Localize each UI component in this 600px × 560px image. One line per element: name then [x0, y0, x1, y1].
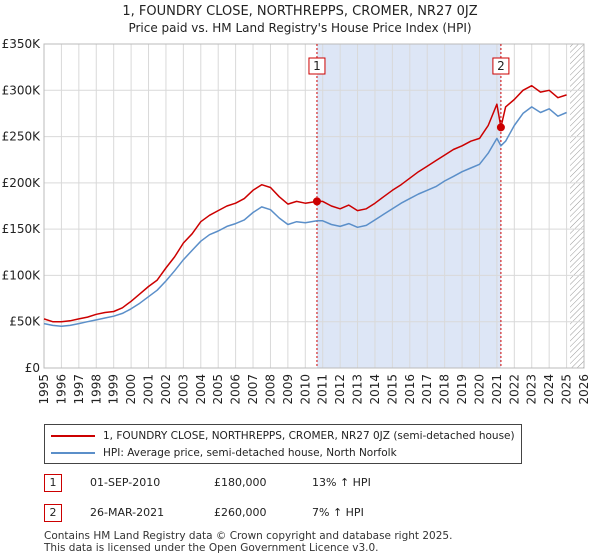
shaded-period [316, 44, 501, 368]
x-tick-label: 2026 [577, 374, 591, 405]
sale-price: £180,000 [214, 476, 267, 489]
y-tick-label: £250K [2, 130, 42, 144]
footer: Contains HM Land Registry data © Crown c… [44, 530, 452, 554]
x-tick-label: 2011 [316, 374, 330, 405]
sale-number: 1 [44, 474, 62, 492]
y-tick-label: £200K [2, 176, 42, 190]
sale-point [312, 197, 321, 206]
x-tick-label: 2002 [159, 374, 173, 405]
footer-line-2: This data is licensed under the Open Gov… [44, 542, 379, 554]
y-tick-label: £100K [2, 268, 42, 282]
x-tick-label: 2009 [281, 374, 295, 405]
sale-hpi-diff: 7% ↑ HPI [312, 506, 364, 519]
sale-label-box [308, 57, 326, 75]
x-tick-label: 2018 [438, 374, 452, 405]
x-tick-label: 2017 [420, 374, 434, 405]
legend-label-property: 1, FOUNDRY CLOSE, NORTHREPPS, CROMER, NR… [103, 430, 515, 442]
sale-row: 2 26-MAR-2021 £260,000 7% ↑ HPI [44, 504, 584, 524]
y-tick-label: £0 [25, 361, 40, 375]
sale-label-number: 2 [497, 59, 505, 73]
y-tick-label: £350K [2, 37, 42, 51]
x-tick-label: 2012 [333, 374, 347, 405]
sale-row: 1 01-SEP-2010 £180,000 13% ↑ HPI [44, 474, 584, 494]
x-tick-label: 2010 [298, 374, 312, 405]
future-hatch [570, 44, 584, 368]
sale-date: 01-SEP-2010 [90, 476, 161, 489]
x-tick-label: 1995 [37, 374, 51, 405]
sale-label-number: 1 [313, 59, 321, 73]
x-tick-label: 1997 [72, 374, 86, 405]
x-tick-label: 2001 [142, 374, 156, 405]
y-tick-label: £50K [9, 315, 41, 329]
series-line-property [43, 84, 567, 323]
legend-item-property: 1, FOUNDRY CLOSE, NORTHREPPS, CROMER, NR… [51, 428, 515, 444]
x-tick-label: 2014 [368, 374, 382, 405]
plot-background [44, 44, 584, 368]
x-tick-label: 2000 [124, 374, 138, 405]
chart-title: 1, FOUNDRY CLOSE, NORTHREPPS, CROMER, NR… [122, 4, 478, 19]
legend-swatch-property [51, 435, 95, 437]
x-tick-label: 1998 [89, 374, 103, 405]
x-tick-label: 2006 [229, 374, 243, 405]
x-tick-label: 2015 [385, 374, 399, 405]
x-tick-label: 2004 [194, 374, 208, 405]
x-tick-label: 2021 [490, 374, 504, 405]
sale-date: 26-MAR-2021 [90, 506, 165, 519]
sale-price: £260,000 [214, 506, 267, 519]
sale-hpi-diff: 13% ↑ HPI [312, 476, 371, 489]
x-tick-label: 2008 [263, 374, 277, 405]
x-tick-label: 2007 [246, 374, 260, 405]
x-tick-label: 1999 [107, 374, 121, 405]
x-tick-label: 2024 [542, 374, 556, 405]
legend: 1, FOUNDRY CLOSE, NORTHREPPS, CROMER, NR… [44, 424, 522, 464]
plot-frame [43, 43, 585, 369]
footer-line-1: Contains HM Land Registry data © Crown c… [44, 530, 453, 542]
series-line-hpi [43, 106, 567, 328]
sale-number: 2 [44, 504, 62, 522]
legend-label-hpi: HPI: Average price, semi-detached house,… [103, 447, 397, 459]
x-tick-label: 2013 [351, 374, 365, 405]
x-tick-label: 2003 [176, 374, 190, 405]
y-tick-label: £300K [2, 83, 42, 97]
x-tick-label: 2020 [472, 374, 486, 405]
sale-point [496, 123, 505, 132]
legend-swatch-hpi [51, 452, 95, 454]
legend-item-hpi: HPI: Average price, semi-detached house,… [51, 445, 397, 461]
x-tick-label: 2019 [455, 374, 469, 405]
x-tick-label: 1996 [54, 374, 68, 405]
x-tick-label: 2016 [403, 374, 417, 405]
x-tick-label: 2005 [211, 374, 225, 405]
sale-label-box [492, 57, 510, 75]
x-tick-label: 2023 [525, 374, 539, 405]
x-tick-label: 2025 [560, 374, 574, 405]
chart-subtitle: Price paid vs. HM Land Registry's House … [128, 21, 472, 35]
price-chart: £0 £50K £100K £150K £200K £250K £300K £350K 1995… [2, 37, 591, 405]
x-tick-label: 2022 [507, 374, 521, 405]
y-tick-label: £150K [2, 222, 42, 236]
